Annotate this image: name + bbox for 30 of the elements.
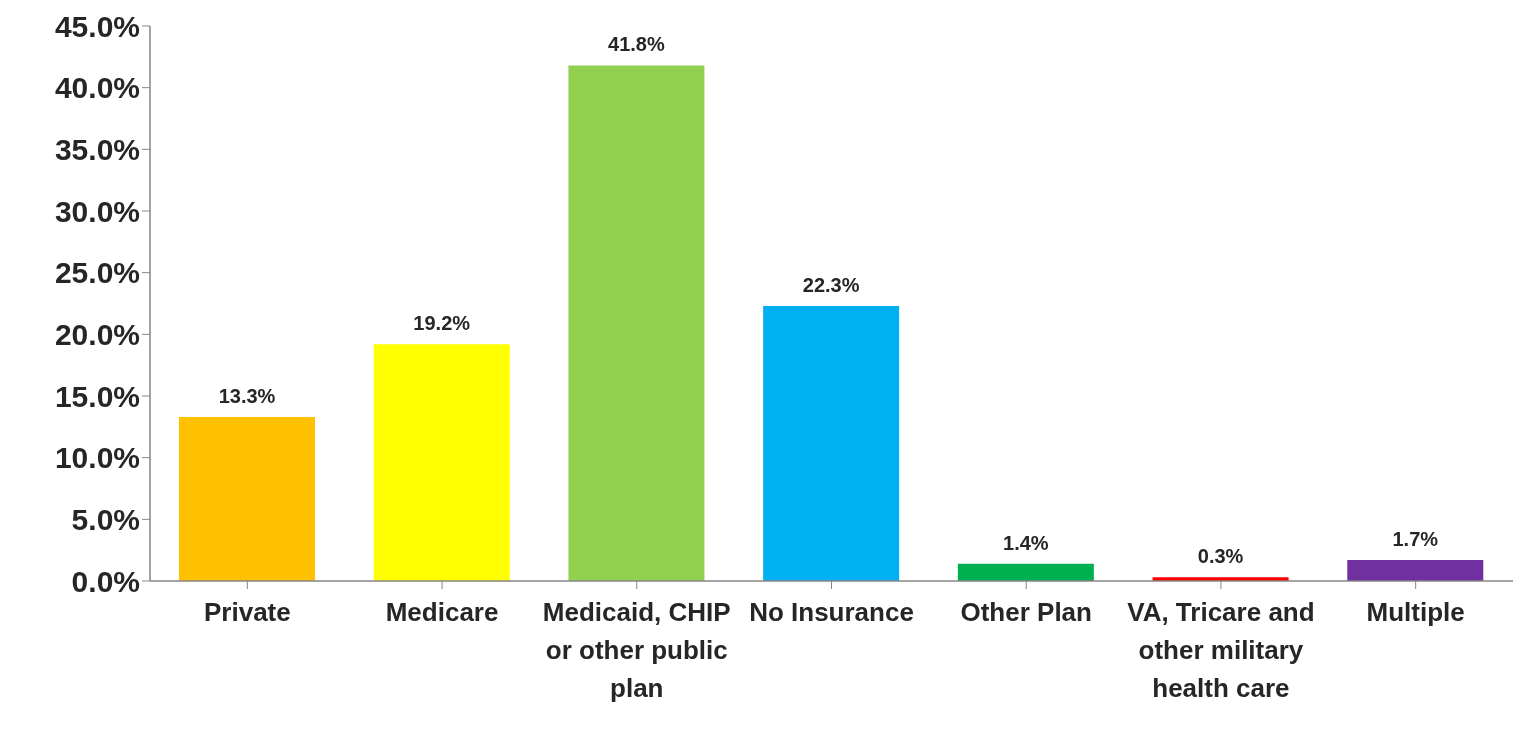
data-label: 22.3% [802,273,860,296]
bar [1347,560,1484,581]
bar [568,65,705,581]
bar [179,416,315,581]
bar [373,344,510,581]
data-label: 19.2% [413,312,471,335]
y-tick-label: 5.0% [71,502,140,536]
x-tick-label: Multiple [1366,597,1465,628]
y-tick-label: 25.0% [54,256,140,290]
y-tick-label: 15.0% [54,379,140,413]
x-tick-label: Medicaid, CHIP or other public plan [542,597,731,704]
data-label: 13.3% [218,384,276,407]
x-tick-label: VA, Tricare and other military health care [1127,597,1315,704]
data-label: 1.7% [1392,528,1439,551]
x-tick-label: No Insurance [749,597,914,628]
y-tick-label: 40.0% [54,71,140,105]
y-tick-label: 45.0% [54,9,140,43]
data-label: 41.8% [608,33,665,56]
x-tick-label: Other Plan [960,597,1092,628]
data-label: 1.4% [1003,531,1049,554]
y-tick-label: 0.0% [71,564,140,598]
y-tick-label: 10.0% [54,441,140,475]
y-tick-label: 30.0% [54,194,140,228]
y-tick-label: 35.0% [54,132,140,166]
y-tick-label: 20.0% [54,317,140,351]
x-tick-label: Medicare [385,597,499,628]
bar [763,305,900,581]
bar [957,563,1094,581]
x-tick-label: Private [203,597,291,628]
data-label: 0.3% [1197,545,1244,568]
